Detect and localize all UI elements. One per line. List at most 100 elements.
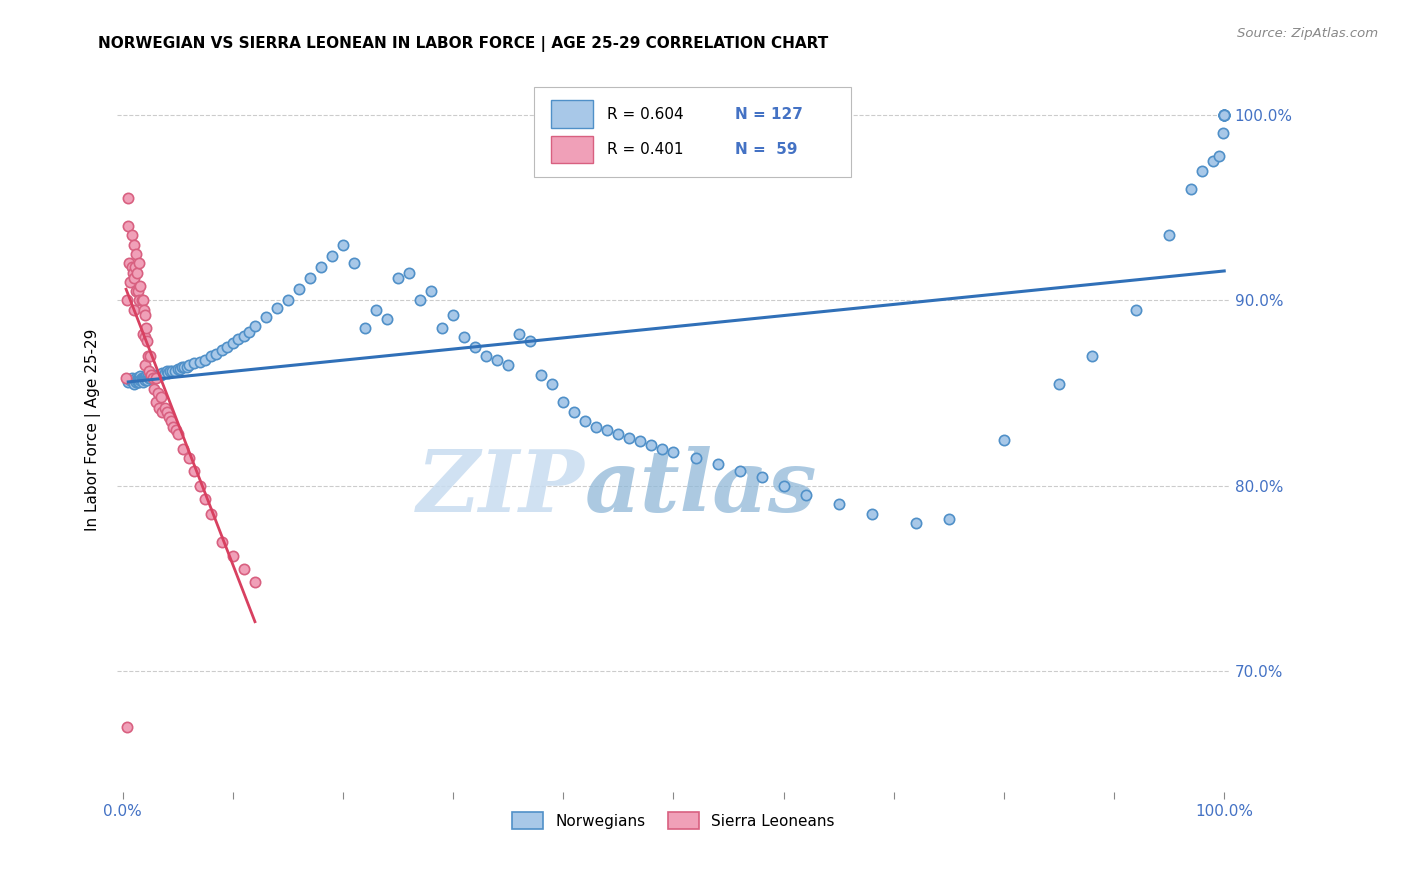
Point xyxy=(596,423,619,437)
Point xyxy=(177,359,200,373)
Point xyxy=(1213,108,1236,122)
Point xyxy=(122,373,145,387)
Text: Source: ZipAtlas.com: Source: ZipAtlas.com xyxy=(1237,27,1378,40)
Point xyxy=(169,362,191,376)
Point xyxy=(794,488,817,502)
Point xyxy=(453,330,475,344)
Text: atlas: atlas xyxy=(585,446,817,530)
Point xyxy=(135,321,157,335)
Point xyxy=(131,371,153,385)
Point xyxy=(141,368,163,382)
Point xyxy=(685,451,707,466)
Point xyxy=(125,247,148,261)
Point xyxy=(194,352,217,367)
Point xyxy=(651,442,673,456)
Point xyxy=(127,375,149,389)
Point xyxy=(131,293,153,308)
Point xyxy=(662,445,685,459)
Point xyxy=(150,368,173,382)
Point xyxy=(121,266,143,280)
Point xyxy=(115,293,138,308)
Point xyxy=(150,390,173,404)
Point xyxy=(159,364,181,378)
Legend: Norwegians, Sierra Leoneans: Norwegians, Sierra Leoneans xyxy=(506,806,841,835)
Point xyxy=(343,256,366,270)
Point xyxy=(243,319,266,334)
Point xyxy=(332,237,354,252)
Point xyxy=(156,405,179,419)
Point xyxy=(607,426,630,441)
Text: N =  59: N = 59 xyxy=(735,142,797,157)
Point xyxy=(125,375,148,389)
Point xyxy=(530,368,553,382)
Point xyxy=(134,371,156,385)
Point xyxy=(420,284,443,298)
Point xyxy=(176,360,198,375)
Point xyxy=(128,375,150,389)
Point xyxy=(1213,108,1236,122)
Point xyxy=(157,410,180,425)
Point xyxy=(387,271,409,285)
Point xyxy=(145,395,167,409)
Text: R = 0.604: R = 0.604 xyxy=(607,107,683,121)
Point xyxy=(122,271,145,285)
Point xyxy=(136,373,159,387)
Point xyxy=(254,310,277,324)
Point xyxy=(288,282,311,296)
Point xyxy=(375,312,398,326)
Point xyxy=(1081,349,1104,363)
Point xyxy=(127,373,149,387)
Point xyxy=(728,464,751,478)
Point xyxy=(321,249,343,263)
Point xyxy=(1191,163,1213,178)
Point xyxy=(120,373,142,387)
Point xyxy=(205,347,228,361)
Point xyxy=(117,375,139,389)
Point xyxy=(131,371,153,385)
Point xyxy=(136,371,159,385)
Point xyxy=(156,366,179,380)
Point xyxy=(131,373,153,387)
Point xyxy=(183,356,205,370)
Point xyxy=(232,328,254,343)
Point xyxy=(139,349,162,363)
Point xyxy=(121,371,143,385)
Point xyxy=(124,373,146,387)
Point xyxy=(228,332,250,346)
Point xyxy=(162,364,184,378)
Point xyxy=(486,352,509,367)
Point xyxy=(409,293,432,308)
Point xyxy=(127,266,149,280)
Text: R = 0.401: R = 0.401 xyxy=(607,142,683,157)
Point xyxy=(132,371,155,385)
Text: N = 127: N = 127 xyxy=(735,107,803,121)
Point xyxy=(129,373,152,387)
Point xyxy=(156,364,179,378)
Point xyxy=(1213,108,1236,122)
Point xyxy=(541,376,564,391)
Point xyxy=(564,405,586,419)
Point xyxy=(619,431,641,445)
Point xyxy=(153,366,176,380)
Point xyxy=(751,469,773,483)
Point xyxy=(309,260,332,274)
Point xyxy=(121,375,143,389)
Point xyxy=(127,284,149,298)
Point xyxy=(188,354,211,368)
Point xyxy=(585,419,607,434)
Point xyxy=(131,326,153,341)
Text: NORWEGIAN VS SIERRA LEONEAN IN LABOR FORCE | AGE 25-29 CORRELATION CHART: NORWEGIAN VS SIERRA LEONEAN IN LABOR FOR… xyxy=(98,36,828,52)
Bar xyxy=(551,136,593,163)
Point xyxy=(134,330,156,344)
Point xyxy=(222,336,245,351)
Point xyxy=(122,376,145,391)
Point xyxy=(146,386,169,401)
Text: ZIP: ZIP xyxy=(416,446,585,530)
Point xyxy=(141,371,163,385)
Point xyxy=(166,426,188,441)
Point xyxy=(129,369,152,384)
Point xyxy=(124,260,146,274)
Point xyxy=(132,302,155,317)
Point xyxy=(127,371,149,385)
Point xyxy=(121,260,143,274)
